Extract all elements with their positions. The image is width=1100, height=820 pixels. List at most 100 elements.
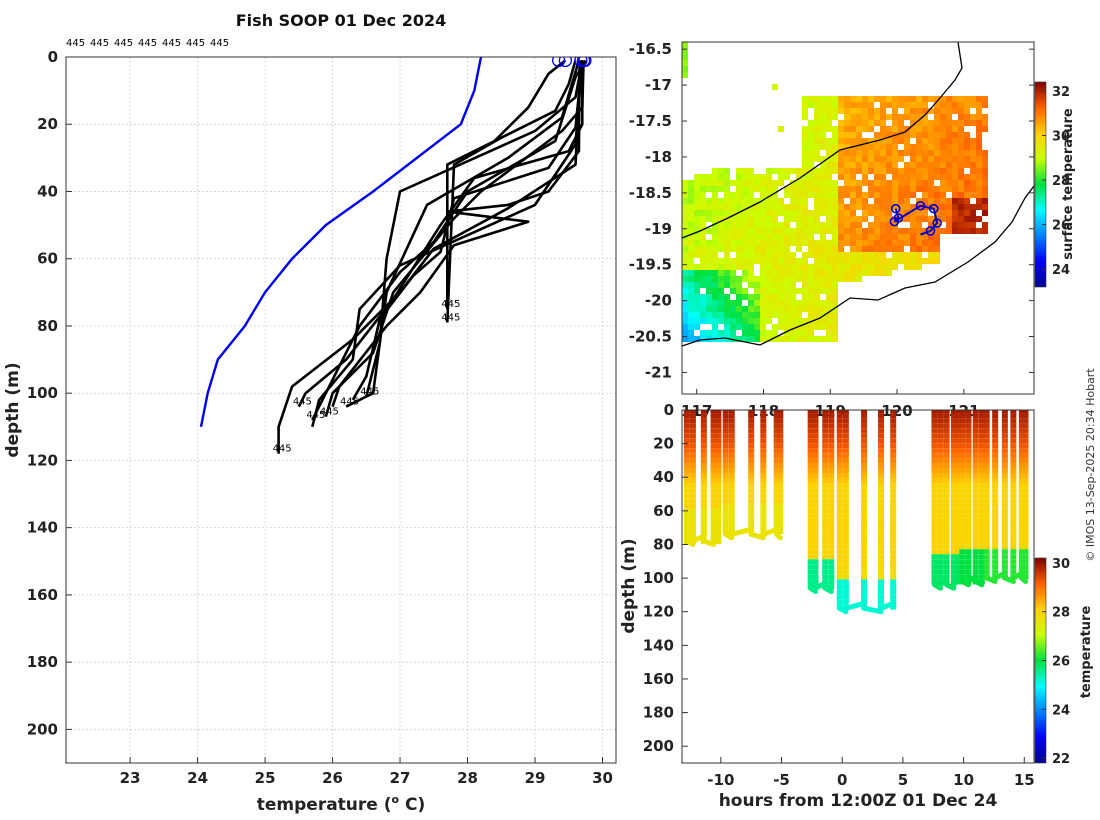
sst-cell xyxy=(820,198,826,204)
sst-cell xyxy=(826,222,832,228)
section-sample xyxy=(842,544,849,550)
section-sample xyxy=(828,579,835,585)
section-sample xyxy=(715,539,722,545)
section-sample xyxy=(1010,488,1017,494)
sst-cell xyxy=(952,102,958,108)
top-label: 445 xyxy=(114,38,133,49)
section-sample xyxy=(715,448,722,454)
section-sample xyxy=(992,423,999,429)
sst-cell xyxy=(820,246,826,252)
section-sample xyxy=(1010,423,1017,429)
sst-cell xyxy=(730,264,736,270)
sst-cell xyxy=(778,282,784,288)
sst-cell xyxy=(742,240,748,246)
section-sample xyxy=(861,594,868,600)
section-sample xyxy=(890,463,897,469)
section-sample xyxy=(812,458,819,464)
section-sample xyxy=(861,423,868,429)
sst-cell xyxy=(934,120,940,126)
sst-cell xyxy=(754,180,760,186)
sst-cell xyxy=(958,186,964,192)
sst-cell xyxy=(748,312,754,318)
section-sample xyxy=(937,488,944,494)
sst-cell xyxy=(694,204,700,210)
sst-cell xyxy=(922,96,928,102)
section-sample xyxy=(683,410,690,413)
section-sample xyxy=(1022,498,1029,504)
sst-cell xyxy=(802,216,808,222)
sst-cell xyxy=(910,126,916,132)
sst-cell xyxy=(916,96,922,102)
sst-cell xyxy=(694,300,700,306)
sst-cell xyxy=(880,138,886,144)
section-sample xyxy=(878,599,885,605)
section-sample xyxy=(954,569,961,575)
section-sample xyxy=(807,503,814,509)
section-sample xyxy=(972,493,979,499)
section-sample xyxy=(777,503,784,509)
section-sample xyxy=(890,448,897,454)
sst-cell xyxy=(784,306,790,312)
section-sample xyxy=(715,473,722,479)
section-sample xyxy=(1010,468,1017,474)
sst-cell xyxy=(760,186,766,192)
sst-cell xyxy=(844,144,850,150)
section-sample xyxy=(700,410,707,413)
section-sample xyxy=(890,410,897,413)
section-sample xyxy=(1018,488,1025,494)
section-sample xyxy=(890,483,897,489)
section-sample xyxy=(890,544,897,550)
section-sample xyxy=(950,503,957,509)
sst-cell xyxy=(850,204,856,210)
section-sample xyxy=(722,413,729,419)
sst-cell xyxy=(964,198,970,204)
section-sample xyxy=(1010,508,1017,514)
section-sample xyxy=(931,473,938,479)
sst-cell xyxy=(958,144,964,150)
section-sample xyxy=(1001,513,1008,519)
sst-cell xyxy=(934,156,940,162)
sst-cell xyxy=(820,114,826,120)
section-sample xyxy=(842,523,849,529)
lat-tick-label: -19 xyxy=(645,220,672,238)
sst-cell xyxy=(862,192,868,198)
sst-cell xyxy=(952,174,958,180)
section-sample xyxy=(943,518,950,524)
sst-cell xyxy=(772,330,778,336)
sst-cell xyxy=(790,294,796,300)
sst-cell xyxy=(868,258,874,264)
sst-cell xyxy=(736,258,742,264)
section-sample xyxy=(937,518,944,524)
sst-cell xyxy=(952,150,958,156)
sst-cell xyxy=(880,210,886,216)
sst-cell xyxy=(802,318,808,324)
section-sample xyxy=(836,529,843,535)
section-sample xyxy=(937,463,944,469)
sst-cell xyxy=(712,306,718,312)
section-sample xyxy=(1001,529,1008,535)
sst-cell xyxy=(784,186,790,192)
sst-cell xyxy=(916,234,922,240)
sst-cell xyxy=(790,336,796,342)
sst-cell xyxy=(856,180,862,186)
sst-cell xyxy=(874,150,880,156)
section-sample xyxy=(950,523,957,529)
section-sample xyxy=(1018,529,1025,535)
sst-cell xyxy=(742,270,748,276)
section-sample xyxy=(700,493,707,499)
section-sample xyxy=(748,488,755,494)
section-sample xyxy=(931,574,938,580)
sst-cell xyxy=(946,180,952,186)
profile-end-label: 445 xyxy=(441,299,460,310)
sst-cell xyxy=(856,270,862,276)
section-sample xyxy=(992,443,999,449)
section-sample xyxy=(836,473,843,479)
section-sample xyxy=(959,458,966,464)
sst-cell xyxy=(982,168,988,174)
section-sample xyxy=(972,413,979,419)
sst-cell xyxy=(922,192,928,198)
sst-cell xyxy=(778,324,784,330)
sst-cell xyxy=(688,318,694,324)
sst-cell xyxy=(748,306,754,312)
